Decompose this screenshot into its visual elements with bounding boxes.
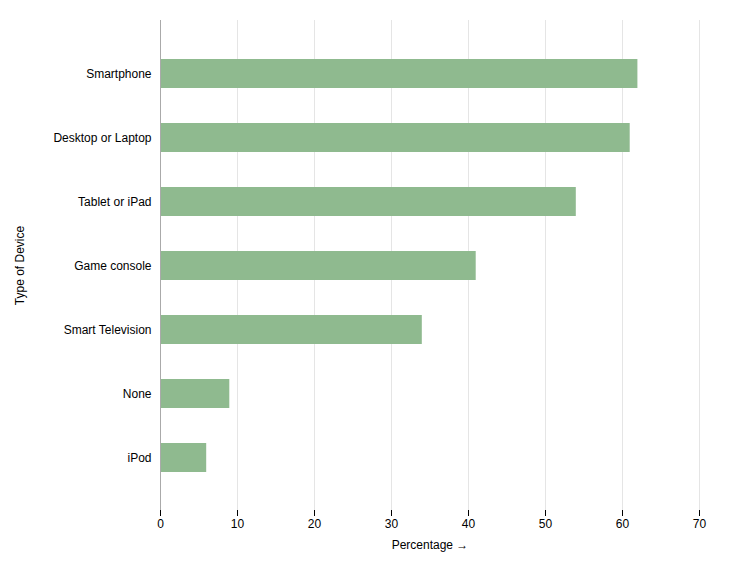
- svg-text:60: 60: [616, 517, 630, 531]
- svg-text:10: 10: [231, 517, 245, 531]
- svg-text:30: 30: [385, 517, 399, 531]
- svg-text:50: 50: [539, 517, 553, 531]
- svg-text:None: None: [123, 387, 152, 401]
- svg-text:Desktop or Laptop: Desktop or Laptop: [53, 131, 151, 145]
- svg-text:Percentage →: Percentage →: [392, 538, 469, 552]
- svg-text:20: 20: [308, 517, 322, 531]
- svg-text:0: 0: [157, 517, 164, 531]
- svg-text:Smartphone: Smartphone: [86, 67, 152, 81]
- svg-text:Tablet or iPad: Tablet or iPad: [78, 195, 151, 209]
- svg-text:Smart Television: Smart Television: [64, 323, 152, 337]
- svg-text:70: 70: [693, 517, 707, 531]
- svg-text:iPod: iPod: [127, 451, 151, 465]
- svg-text:Type of Device: Type of Device: [13, 225, 27, 305]
- svg-text:40: 40: [462, 517, 476, 531]
- svg-text:Game console: Game console: [74, 259, 152, 273]
